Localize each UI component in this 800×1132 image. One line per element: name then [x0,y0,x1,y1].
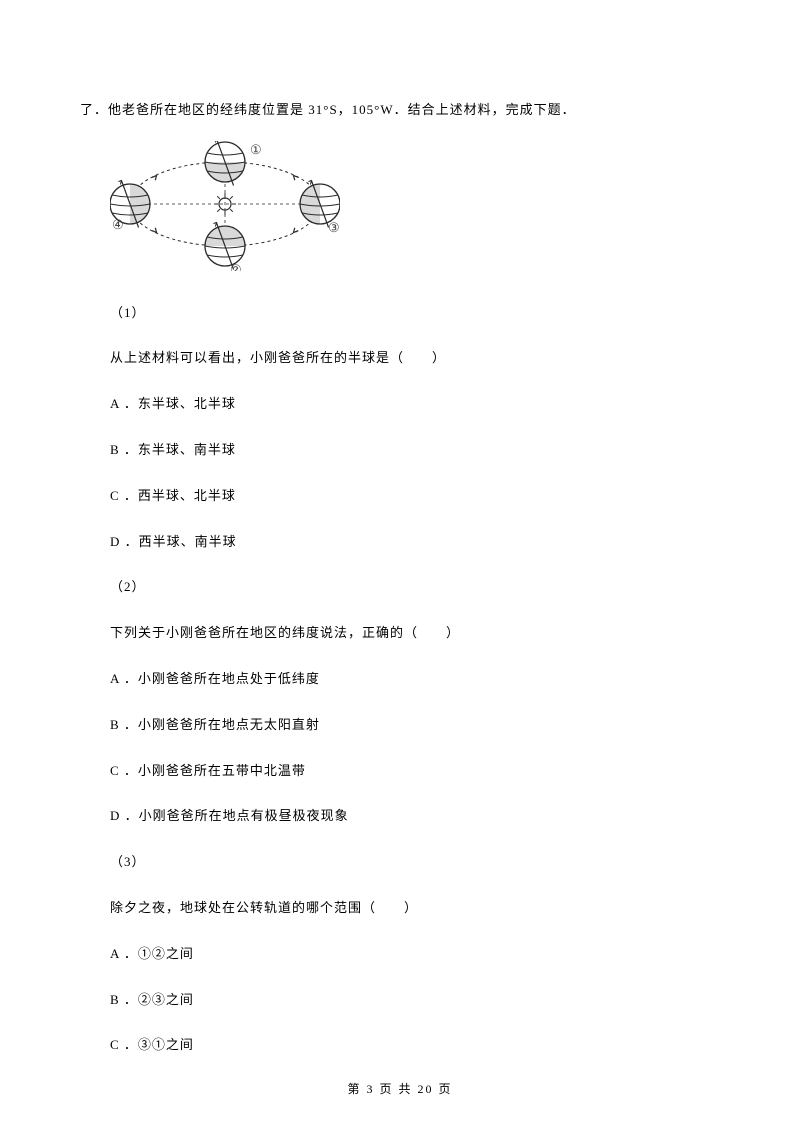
svg-text:③: ③ [328,220,340,235]
svg-text:①: ① [250,142,262,157]
question-2-option-c: C ．小刚爸爸所在五带中北温带 [110,761,720,782]
orbit-diagram: ① ② ③ ④ [110,141,720,278]
question-1-option-b: B ．东半球、南半球 [110,440,720,461]
question-3-number: （3） [110,852,720,873]
intro-text: 了．他老爸所在地区的经纬度位置是 31°S，105°W．结合上述材料，完成下题． [80,100,720,121]
question-3-text: 除夕之夜，地球处在公转轨道的哪个范围（ ） [110,898,720,919]
page-footer: 第 3 页 共 20 页 [0,1080,800,1097]
question-2-text: 下列关于小刚爸爸所在地区的纬度说法，正确的（ ） [110,623,720,644]
question-2-option-b: B ．小刚爸爸所在地点无太阳直射 [110,715,720,736]
question-1-text: 从上述材料可以看出，小刚爸爸所在的半球是（ ） [110,348,720,369]
question-1-option-d: D ．西半球、南半球 [110,532,720,553]
question-3-option-a: A ．①②之间 [110,944,720,965]
question-1-option-c: C ．西半球、北半球 [110,486,720,507]
question-3-option-c: C ．③①之间 [110,1035,720,1056]
question-2-number: （2） [110,577,720,598]
svg-text:②: ② [230,262,242,271]
question-1-number: （1） [110,303,720,324]
question-2-option-a: A ．小刚爸爸所在地点处于低纬度 [110,669,720,690]
question-2-option-d: D ．小刚爸爸所在地点有极昼极夜现象 [110,806,720,827]
question-1-option-a: A ．东半球、北半球 [110,394,720,415]
svg-text:④: ④ [112,217,124,232]
question-3-option-b: B ．②③之间 [110,990,720,1011]
